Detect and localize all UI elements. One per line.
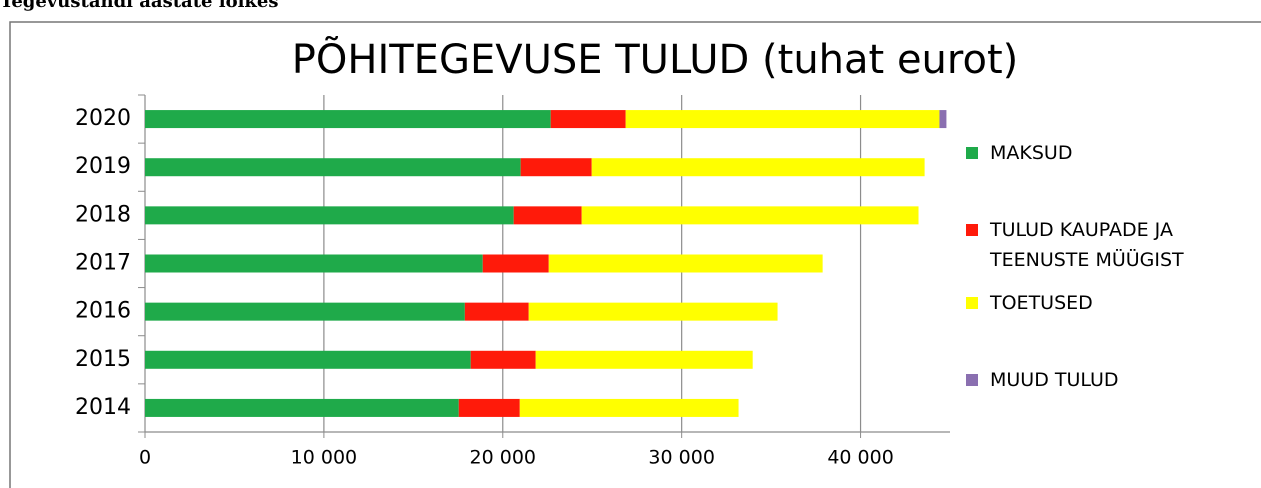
- bar-segment: [548, 254, 823, 273]
- y-tick-label: 2018: [75, 202, 131, 227]
- bar-segment: [145, 254, 483, 273]
- bar-segment: [145, 302, 465, 321]
- bar-segment: [145, 206, 514, 225]
- legend-swatch: [966, 147, 978, 159]
- bar-segment: [581, 206, 919, 225]
- bar-segment: [145, 110, 551, 129]
- bar-segment: [625, 110, 940, 129]
- x-tick-label: 20 000: [470, 447, 536, 469]
- bar-segment: [939, 110, 947, 129]
- y-tick-label: 2020: [75, 106, 131, 131]
- legend-label: MUUD TULUD: [990, 369, 1119, 391]
- legend-label: MAKSUD: [990, 142, 1073, 164]
- legend-item: TULUD KAUPADE JA TEENUSTE MÜÜGIST: [966, 215, 1250, 275]
- y-tick-label: 2016: [75, 299, 131, 324]
- bar-segment: [464, 302, 529, 321]
- bar-segment: [482, 254, 549, 273]
- bar-segment: [145, 350, 471, 369]
- legend-item: TOETUSED: [966, 288, 1250, 318]
- bar-segment: [458, 398, 520, 417]
- x-tick-label: 10 000: [291, 447, 357, 469]
- legend-swatch: [966, 374, 978, 386]
- legend-swatch: [966, 224, 978, 236]
- bar-segment: [528, 302, 778, 321]
- caption: Tegevustandi aastate lõikes: [0, 0, 278, 12]
- chart-title: PÕHITEGEVUSE TULUD (tuhat eurot): [292, 35, 1018, 83]
- bar-segment: [591, 158, 925, 177]
- legend-label: TOETUSED: [990, 292, 1093, 314]
- legend-item: MAKSUD: [966, 138, 1250, 168]
- x-tick-label: 30 000: [648, 447, 714, 469]
- legend-label: TULUD KAUPADE JA TEENUSTE MÜÜGIST: [990, 219, 1184, 271]
- bar-segment: [145, 158, 521, 177]
- y-tick-label: 2017: [75, 251, 131, 276]
- bar-segment: [519, 398, 739, 417]
- bar-segment: [513, 206, 582, 225]
- legend-swatch: [966, 297, 978, 309]
- bar-segment: [470, 350, 536, 369]
- y-tick-label: 2014: [75, 395, 131, 420]
- legend-item: MUUD TULUD: [966, 365, 1250, 395]
- x-tick-label: 40 000: [827, 447, 893, 469]
- y-tick-label: 2019: [75, 154, 131, 179]
- y-tick-label: 2015: [75, 347, 131, 372]
- bar-segment: [535, 350, 753, 369]
- bar-segment: [520, 158, 592, 177]
- bar-segment: [550, 110, 626, 129]
- bar-segment: [145, 398, 459, 417]
- x-tick-label: 0: [139, 447, 151, 469]
